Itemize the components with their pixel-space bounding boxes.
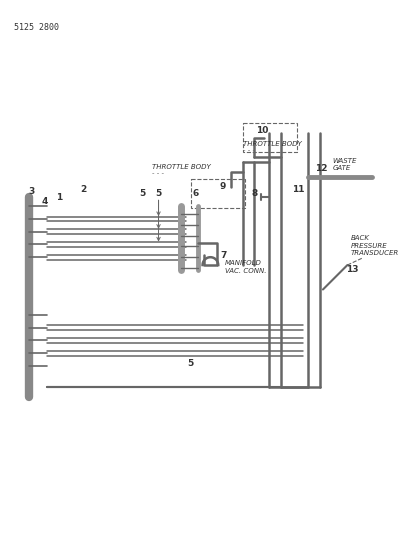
Text: 9: 9 bbox=[220, 182, 226, 191]
Text: WASTE
GATE: WASTE GATE bbox=[333, 158, 357, 171]
Text: BACK
PRESSURE
TRANSDUCER: BACK PRESSURE TRANSDUCER bbox=[350, 235, 399, 256]
Text: 4: 4 bbox=[42, 197, 48, 206]
Text: 11: 11 bbox=[292, 185, 305, 194]
Text: - - -: - - - bbox=[152, 170, 164, 176]
Text: 5: 5 bbox=[155, 189, 162, 198]
Bar bbox=[191, 179, 245, 208]
Text: MANIFOLD
VAC. CONN.: MANIFOLD VAC. CONN. bbox=[225, 260, 266, 274]
Text: THROTTLE BODY: THROTTLE BODY bbox=[152, 164, 211, 170]
Text: 5: 5 bbox=[188, 359, 194, 368]
Text: 12: 12 bbox=[315, 164, 327, 173]
Text: 2: 2 bbox=[80, 185, 86, 194]
Text: 6: 6 bbox=[193, 189, 199, 198]
Text: 5: 5 bbox=[139, 189, 145, 198]
Text: 10: 10 bbox=[256, 126, 268, 135]
Text: 1: 1 bbox=[55, 193, 62, 202]
Text: THROTTLE BODY: THROTTLE BODY bbox=[243, 141, 302, 147]
Bar bbox=[243, 123, 297, 152]
Text: 13: 13 bbox=[346, 265, 359, 274]
Text: 8: 8 bbox=[251, 189, 257, 198]
Text: 7: 7 bbox=[220, 251, 226, 260]
Text: 5125 2800: 5125 2800 bbox=[14, 23, 59, 33]
Text: - - -: - - - bbox=[243, 147, 255, 152]
Text: 3: 3 bbox=[28, 187, 34, 196]
